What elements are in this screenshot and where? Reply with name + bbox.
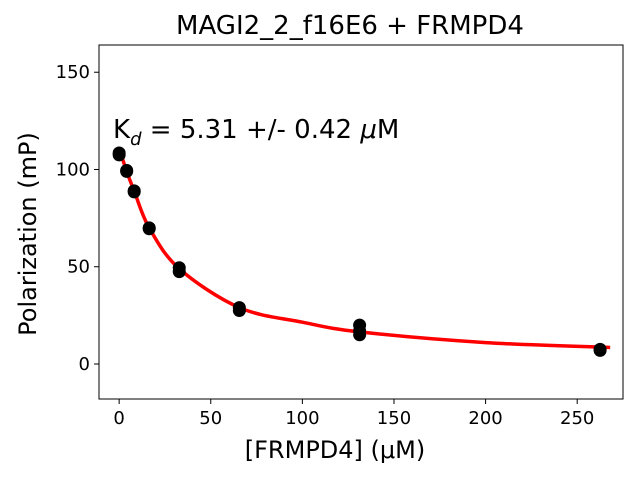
x-tick-label: 100 xyxy=(285,408,319,429)
fit-curve xyxy=(117,147,611,350)
data-point xyxy=(120,164,134,178)
x-tick-label: 0 xyxy=(113,408,124,429)
kd-annotation: Kd = 5.31 +/- 0.42 μM xyxy=(113,115,399,150)
kd-prefix: K xyxy=(113,115,131,145)
data-point xyxy=(353,328,367,342)
y-tick-label: 100 xyxy=(56,159,90,180)
chart-title: MAGI2_2_f16E6 + FRMPD4 xyxy=(176,11,524,41)
plot-area xyxy=(112,146,611,357)
data-point xyxy=(127,185,141,199)
x-axis-label: [FRMPD4] (μM) xyxy=(245,436,425,464)
axes-frame xyxy=(98,44,624,400)
data-point xyxy=(112,148,126,162)
kd-unit-symbol: μ xyxy=(359,115,377,145)
y-tick-label: 50 xyxy=(67,257,90,278)
y-axis: 0 50 100 150 xyxy=(56,62,99,375)
x-axis: 0 50 100 150 200 250 xyxy=(113,399,594,429)
data-point xyxy=(142,222,156,236)
x-tick-label: 200 xyxy=(468,408,502,429)
y-axis-label: Polarization (mP) xyxy=(14,132,42,336)
data-point xyxy=(232,304,246,317)
data-point xyxy=(172,265,186,279)
kd-unit: M xyxy=(377,115,399,145)
kd-value: = 5.31 +/- 0.42 xyxy=(142,115,361,145)
x-tick-label: 50 xyxy=(199,408,222,429)
y-tick-label: 0 xyxy=(79,354,90,375)
data-point xyxy=(593,343,607,357)
kd-subscript: d xyxy=(130,129,142,150)
y-tick-label: 150 xyxy=(56,62,90,83)
x-tick-label: 150 xyxy=(377,408,411,429)
x-tick-label: 250 xyxy=(560,408,594,429)
